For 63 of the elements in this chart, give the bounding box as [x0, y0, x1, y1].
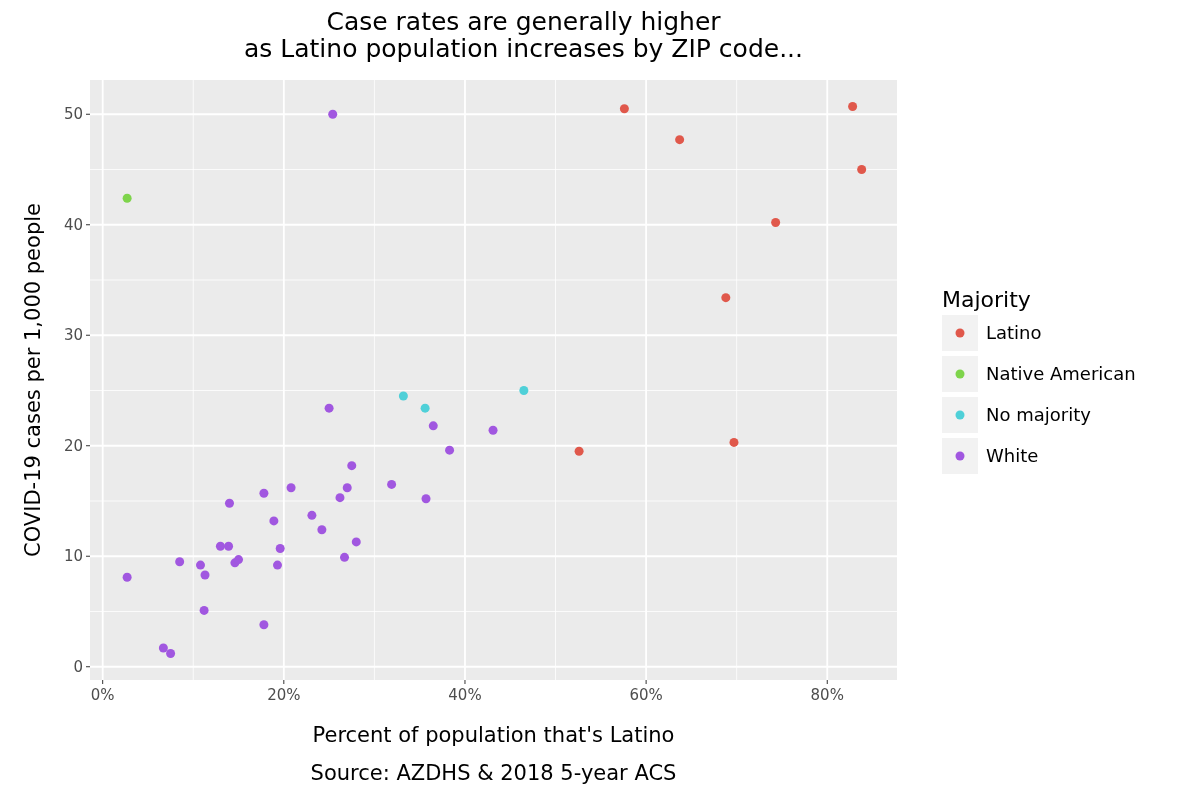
x-tick-label: 0% [90, 686, 115, 704]
point [721, 293, 731, 303]
x-tick-label: 20% [267, 686, 301, 704]
chart-title: Case rates are generally higher as Latino population increases by ZIP code... [244, 7, 803, 63]
point [122, 572, 132, 582]
point [335, 493, 345, 503]
y-axis-title: COVID-19 cases per 1,000 people [21, 203, 45, 557]
point [269, 516, 279, 526]
point [200, 570, 210, 580]
point [224, 541, 234, 551]
point [122, 193, 132, 203]
point [519, 386, 529, 395]
point [317, 525, 327, 535]
legend-label: No majority [986, 404, 1092, 425]
point [175, 557, 185, 567]
point [574, 446, 584, 456]
legend-title: Majority [942, 287, 1031, 312]
point [196, 560, 205, 570]
point [324, 403, 334, 413]
point [771, 218, 781, 228]
point [428, 421, 438, 431]
y-tick-label: 10 [63, 547, 83, 566]
point [488, 425, 498, 435]
x-tick-label: 80% [810, 686, 844, 704]
y-tick-label: 20 [63, 436, 83, 455]
point [199, 605, 209, 615]
legend-label: Native American [986, 363, 1136, 384]
point [328, 109, 338, 119]
point [340, 552, 350, 562]
x-axis-title: Percent of population that's Latino [312, 723, 675, 747]
point [445, 445, 455, 455]
y-tick-label: 40 [63, 215, 83, 234]
legend-label: White [986, 445, 1039, 466]
point [857, 165, 867, 174]
point [272, 560, 282, 570]
point [675, 135, 685, 145]
point [166, 648, 176, 658]
legend-label: Latino [986, 322, 1042, 343]
point [619, 104, 629, 114]
point [342, 483, 352, 493]
point [158, 643, 168, 653]
point [420, 403, 430, 413]
point [259, 620, 269, 630]
y-tick-label: 50 [63, 105, 83, 124]
point [347, 461, 357, 471]
point [398, 391, 408, 401]
y-tick-label: 0 [73, 657, 83, 676]
x-tick-label: 40% [448, 686, 482, 704]
point [351, 537, 361, 547]
point [215, 541, 225, 551]
point [224, 498, 234, 508]
source-note: Source: AZDHS & 2018 5-year ACS [310, 761, 677, 785]
point [387, 479, 397, 489]
point [286, 483, 296, 493]
point [848, 102, 858, 112]
point [729, 437, 739, 447]
x-tick-label: 60% [629, 686, 663, 704]
y-tick-label: 30 [63, 326, 83, 345]
point [259, 488, 269, 498]
point [307, 510, 317, 520]
point [421, 494, 431, 504]
point [234, 555, 244, 565]
point [275, 544, 285, 554]
